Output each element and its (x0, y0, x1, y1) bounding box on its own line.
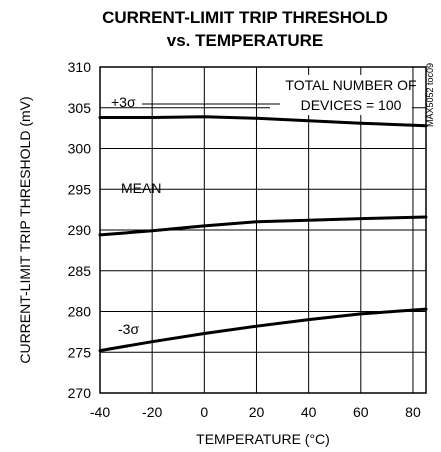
series-label-plus-3-sigma: +3σ (111, 94, 136, 110)
annotation-line-2: DEVICES = 100 (301, 97, 402, 113)
figure-code-label: MAX5052 toc09 (425, 63, 435, 127)
x-tick-label: 20 (249, 404, 265, 420)
y-tick-label: 285 (68, 263, 92, 279)
x-tick-label: 0 (200, 404, 208, 420)
annotation-line-1: TOTAL NUMBER OF (285, 77, 416, 93)
series-label-mean: MEAN (121, 180, 161, 196)
x-tick-labels: -40 -20 0 20 40 60 80 (90, 404, 421, 420)
series-line-plus-3-sigma (98, 115, 428, 128)
x-tick-label: 40 (301, 404, 317, 420)
annotation-background (270, 75, 412, 115)
y-tick-label: 295 (68, 181, 92, 197)
series-label-minus-3-sigma: -3σ (118, 321, 139, 337)
y-tick-label: 275 (68, 344, 92, 360)
series-line-minus-3-sigma (98, 307, 428, 353)
y-tick-label: 310 (68, 59, 92, 75)
x-tick-label: 60 (353, 404, 369, 420)
y-tick-label: 290 (68, 222, 92, 238)
x-axis-label: TEMPERATURE (°C) (196, 431, 330, 447)
plot-frame (99, 66, 427, 394)
series-lines (98, 115, 428, 353)
y-tick-labels: 270 275 280 285 290 295 300 305 310 (68, 59, 92, 401)
y-axis-label: CURRENT-LIMIT TRIP THRESHOLD (mV) (17, 96, 33, 363)
x-tick-label: -40 (90, 404, 110, 420)
y-tick-label: 300 (68, 141, 92, 157)
y-tick-label: 270 (68, 385, 92, 401)
y-tick-label: 305 (68, 100, 92, 116)
chart-title-line-2: vs. TEMPERATURE (167, 31, 324, 50)
chart-title-line-1: CURRENT-LIMIT TRIP THRESHOLD (102, 8, 388, 27)
series-line-mean (98, 215, 428, 237)
x-tick-label: -20 (142, 404, 162, 420)
y-tick-label: 280 (68, 304, 92, 320)
x-tick-label: 80 (405, 404, 421, 420)
chart-title: CURRENT-LIMIT TRIP THRESHOLD vs. TEMPERA… (102, 8, 388, 50)
